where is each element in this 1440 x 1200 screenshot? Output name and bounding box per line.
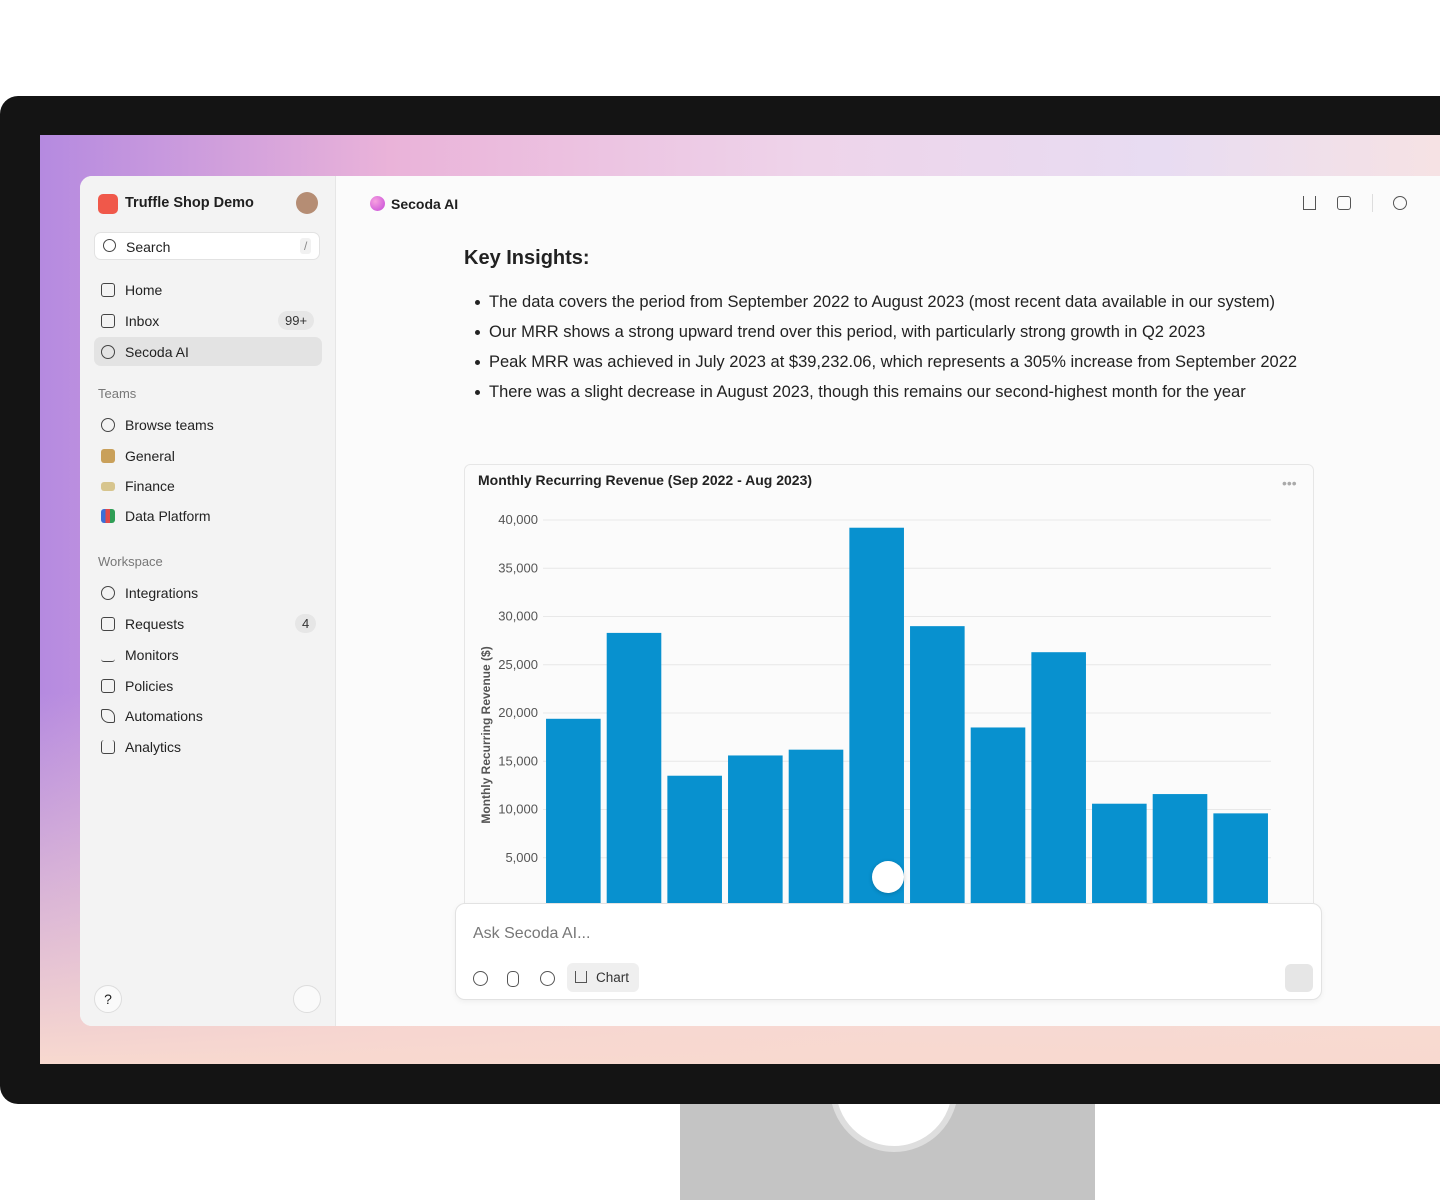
- home-icon: [101, 283, 115, 297]
- y-tick-label: 5,000: [505, 850, 538, 865]
- ai-dot: [370, 196, 385, 211]
- insight-bullet: There was a slight decrease in August 20…: [489, 383, 1246, 401]
- bar: [728, 755, 783, 903]
- share-button[interactable]: [1303, 196, 1316, 210]
- scroll-down-button[interactable]: [872, 861, 904, 893]
- team-icon: [101, 482, 115, 491]
- avatar[interactable]: [296, 192, 318, 214]
- bar: [910, 626, 965, 903]
- chart-toggle[interactable]: Chart: [567, 963, 639, 992]
- bar: [1213, 813, 1268, 903]
- nav-item[interactable]: Inbox: [125, 313, 160, 329]
- send-button[interactable]: [1285, 964, 1313, 992]
- bar: [1031, 652, 1086, 903]
- bullet-dot: [475, 360, 480, 365]
- composer-placeholder: Ask Secoda AI...: [473, 925, 591, 942]
- workspace-item[interactable]: Policies: [125, 678, 174, 694]
- web-button[interactable]: [540, 971, 555, 986]
- chart-card: Monthly Recurring Revenue (Sep 2022 - Au…: [464, 464, 1314, 903]
- workspace-item[interactable]: Monitors: [125, 647, 179, 663]
- chart-menu[interactable]: •••: [1282, 475, 1297, 491]
- sidebar: Truffle Shop Demo Search / Home Inbox 99…: [80, 176, 336, 1026]
- bar: [1152, 794, 1208, 903]
- bar: [849, 527, 904, 903]
- workspace-item[interactable]: Requests: [125, 616, 185, 632]
- settings-button[interactable]: [293, 985, 321, 1013]
- help-button[interactable]: ?: [94, 985, 122, 1013]
- nav-item[interactable]: Secoda AI: [125, 344, 189, 360]
- chart-title: Monthly Recurring Revenue (Sep 2022 - Au…: [478, 472, 812, 488]
- edit-button[interactable]: [1337, 196, 1351, 210]
- bullet-dot: [475, 300, 480, 305]
- bullet-dot: [475, 390, 480, 395]
- inbox-badge: 99+: [278, 311, 315, 330]
- insight-bullet: Peak MRR was achieved in July 2023 at $3…: [489, 353, 1298, 371]
- attach-button[interactable]: [507, 971, 519, 987]
- team-icon: [101, 418, 115, 432]
- stand-hole: [830, 1104, 958, 1152]
- chart-toggle-label: Chart: [596, 970, 630, 985]
- bar: [1092, 803, 1147, 903]
- header-title[interactable]: Secoda AI: [391, 196, 459, 212]
- team-item[interactable]: Browse teams: [125, 417, 214, 433]
- y-axis-label: Monthly Recurring Revenue ($): [479, 646, 493, 823]
- active-item-bg: [94, 337, 322, 366]
- mention-button[interactable]: [473, 971, 488, 986]
- requests-badge: 4: [295, 614, 317, 633]
- nav-item[interactable]: Home: [125, 282, 163, 298]
- chart-toggle-icon: [575, 971, 587, 983]
- automations-icon: [101, 709, 115, 723]
- history-button[interactable]: [1393, 196, 1407, 210]
- ai-icon: [101, 345, 115, 359]
- integrations-icon: [101, 586, 115, 600]
- monitor-stand: [680, 1104, 1095, 1200]
- workspace-logo: [98, 194, 118, 214]
- y-tick-label: 15,000: [498, 753, 538, 768]
- bullet-dot: [475, 330, 480, 335]
- team-icon: [101, 509, 115, 523]
- workspace-item[interactable]: Analytics: [125, 739, 182, 755]
- y-tick-label: 30,000: [498, 609, 538, 624]
- y-tick-label: 25,000: [498, 657, 538, 672]
- search-placeholder: Search: [126, 239, 171, 255]
- policies-icon: [101, 679, 115, 693]
- bar: [606, 632, 662, 903]
- composer[interactable]: Ask Secoda AI... Chart: [455, 903, 1322, 1000]
- workspace-name[interactable]: Truffle Shop Demo: [125, 195, 254, 211]
- bar: [546, 718, 601, 903]
- app-window: Truffle Shop Demo Search / Home Inbox 99…: [80, 176, 1440, 1026]
- y-tick-label: 20,000: [498, 705, 538, 720]
- workspace-item[interactable]: Integrations: [125, 585, 199, 601]
- search-box[interactable]: Search /: [94, 232, 320, 260]
- monitors-icon: [101, 648, 115, 662]
- header-divider: [1372, 194, 1373, 212]
- bar: [970, 727, 1026, 903]
- workspace-item[interactable]: Automations: [125, 708, 203, 724]
- section-heading: Workspace: [98, 554, 163, 569]
- search-shortcut: /: [300, 238, 312, 254]
- y-tick-label: 10,000: [498, 802, 538, 817]
- bar: [788, 749, 844, 903]
- team-item[interactable]: General: [125, 448, 175, 464]
- team-item[interactable]: Finance: [125, 478, 175, 494]
- y-tick-label: 40,000: [498, 512, 538, 527]
- section-heading: Teams: [98, 386, 137, 401]
- search-icon: [103, 239, 116, 252]
- insight-bullet: Our MRR shows a strong upward trend over…: [489, 323, 1206, 341]
- insight-bullet: The data covers the period from Septembe…: [489, 293, 1276, 311]
- insights-heading: Key Insights:: [464, 247, 590, 269]
- team-item[interactable]: Data Platform: [125, 508, 211, 524]
- analytics-icon: [101, 740, 115, 754]
- team-icon: [101, 449, 115, 463]
- y-tick-label: 35,000: [498, 560, 538, 575]
- requests-icon: [101, 617, 115, 631]
- bar: [667, 775, 722, 903]
- inbox-icon: [101, 314, 115, 328]
